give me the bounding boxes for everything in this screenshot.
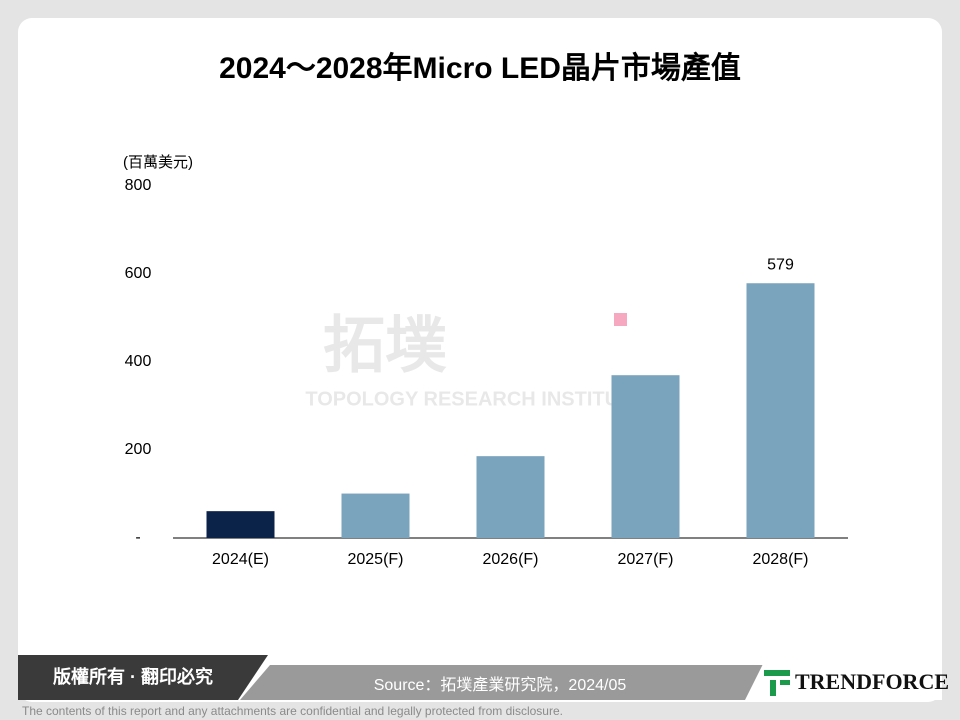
brand: TRENDFORCE (795, 669, 949, 694)
bar (341, 493, 410, 538)
watermark-name: TOPOLOGY RESEARCH INSTITUTE (305, 388, 644, 410)
brand-icon (764, 670, 790, 696)
x-tick-label: 2024(E) (212, 551, 269, 568)
bar (611, 375, 680, 538)
y-axis-unit: (百萬美元) (123, 154, 193, 171)
footer-dark (18, 655, 268, 700)
watermark: 拓墣 TOPOLOGY RESEARCH INSTITUTE (305, 311, 644, 410)
watermark-logo: 拓墣 (323, 311, 447, 380)
x-tick-label: 2026(F) (482, 551, 538, 568)
watermark-dot (614, 313, 627, 326)
footer-band (240, 665, 780, 700)
data-label: 579 (767, 256, 794, 273)
x-tick-label: 2027(F) (617, 551, 673, 568)
logo-area (745, 640, 942, 700)
y-tick-label: - (135, 529, 140, 546)
y-tick-label: 200 (125, 441, 152, 458)
bar (206, 511, 275, 538)
bar (476, 456, 545, 538)
x-tick-label: 2028(F) (752, 551, 808, 568)
source: Source：拓墣產業研究院，2024/05 (374, 676, 627, 694)
y-tick-label: 800 (125, 177, 152, 194)
y-tick-label: 400 (125, 353, 152, 370)
y-tick-label: 600 (125, 265, 152, 282)
bar (746, 283, 815, 538)
x-tick-label: 2025(F) (347, 551, 403, 568)
copyright: 版權所有 · 翻印必究 (53, 666, 213, 687)
plot: - 200 400 600 800 2024(E) 2025(F) 2026(F) 2027(F… (125, 177, 848, 568)
disclaimer: The contents of this report and any atta… (22, 704, 563, 718)
chart-title: 2024～2028年Micro LED晶片市場產值 (219, 51, 741, 85)
